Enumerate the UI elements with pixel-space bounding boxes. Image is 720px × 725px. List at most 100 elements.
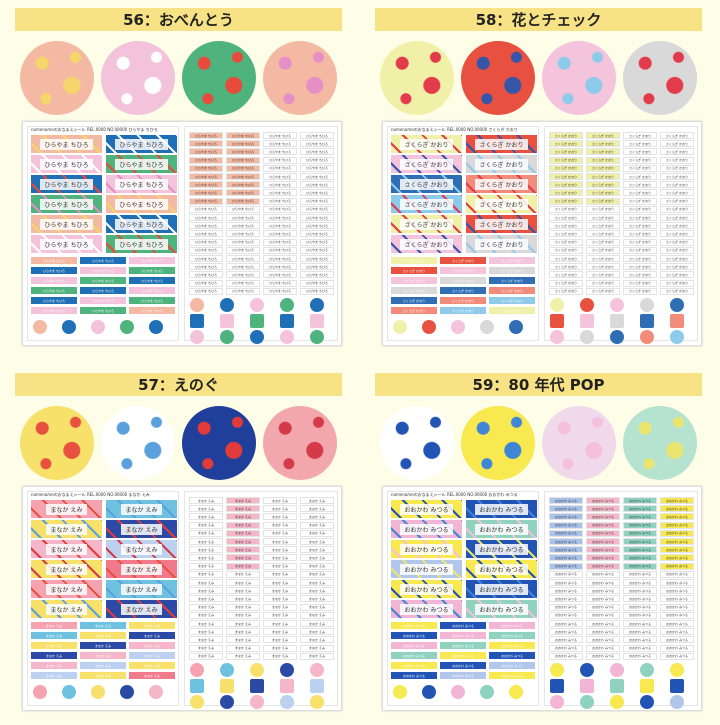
label-name: まなか えみ — [45, 523, 88, 535]
name-label-small: ひらやま ちひろ — [226, 255, 260, 262]
name-label-round — [393, 320, 407, 334]
sheet-header: namenameのおなまえシール REL.0000 NO.00000 おおかわ … — [391, 492, 518, 497]
name-label-small: おおかわ みつる — [549, 538, 583, 545]
name-label-round — [280, 314, 294, 328]
sheet-right: ひらやま ちひろ ひらやま ちひろ ひらやま ちひろ ひらやま ちひろ ひらやま ちひろ… — [184, 126, 338, 344]
name-label-small: おおかわ みつる — [660, 628, 694, 636]
name-label-small: ひらやま ちひろ — [189, 246, 223, 254]
name-label-small: おおかわ みつる — [391, 632, 437, 639]
name-label-small: おおかわ みつる — [440, 662, 486, 669]
name-label-small: さくらぎ かおり — [586, 255, 620, 262]
sheet-right: さくらぎ かおり さくらぎ かおり さくらぎ かおり さくらぎ かおり さくらぎ かおり… — [544, 126, 698, 344]
name-label-small: さくらぎ かおり — [549, 148, 583, 156]
name-label-round — [550, 695, 564, 709]
name-label-small: さくらぎ かおり — [586, 222, 620, 230]
name-label-small: おおかわ みつる — [549, 513, 583, 521]
name-label-small: さくらぎ かおり — [549, 263, 583, 271]
label-name: さくらぎ かおり — [474, 218, 529, 230]
name-label-small: さくらぎ かおり — [623, 140, 657, 148]
name-label-round — [580, 314, 594, 328]
name-label-small: ひらやま ちひろ — [189, 164, 223, 172]
name-label-small: ひらやま ちひろ — [300, 181, 334, 189]
label-name: さくらぎ かおり — [399, 178, 454, 190]
name-label-small: おおかわ みつる — [586, 529, 620, 537]
name-label-small: ひらやま ちひろ — [189, 205, 223, 213]
name-label-small: まなか えみ — [189, 595, 223, 603]
name-label-small: ひらやま ちひろ — [300, 156, 334, 164]
name-label-small: さくらぎ かおり — [660, 189, 694, 197]
name-label-small: まなか えみ — [189, 628, 223, 636]
name-label-small: まなか えみ — [226, 587, 260, 595]
sticker-sheet: namenameのおなまえシール REL.0000 NO.00000 おおかわ … — [382, 486, 702, 711]
name-label-round — [580, 663, 594, 677]
name-label-small: さくらぎ かおり — [391, 297, 437, 304]
label-name: おおかわ みつる — [399, 523, 454, 535]
name-label-small: ひらやま ちひろ — [226, 132, 260, 139]
sheet-left: namenameのおなまえシール REL.0000 NO.00000 さくらぎ … — [387, 126, 539, 341]
name-label-small: まなか えみ — [226, 603, 260, 611]
name-label-small: まなか えみ — [263, 538, 297, 545]
label-name: まなか えみ — [45, 543, 88, 555]
name-label-small: さくらぎ かおり — [586, 173, 620, 180]
name-label-small: まなか えみ — [80, 642, 126, 649]
name-label-small: おおかわ みつる — [586, 620, 620, 627]
name-label-small: さくらぎ かおり — [660, 279, 694, 287]
name-label-large: まなか えみ — [31, 580, 102, 598]
name-label-round — [610, 679, 624, 693]
pattern-swatch — [263, 41, 337, 115]
name-label-small: まなか えみ — [226, 538, 260, 545]
name-label-small: まなか えみ — [300, 554, 334, 562]
name-label-large: おおかわ みつる — [391, 600, 462, 618]
name-label-small: さくらぎ かおり — [660, 271, 694, 279]
name-label-small: さくらぎ かおり — [489, 257, 535, 264]
name-label-small: さくらぎ かおり — [440, 267, 486, 274]
name-label-small: ひらやま ちひろ — [300, 279, 334, 287]
name-label-small: ひらやま ちひろ — [263, 148, 297, 156]
name-label-small: まなか えみ — [226, 497, 260, 504]
name-label-round — [640, 298, 654, 312]
name-label-small: おおかわ みつる — [660, 636, 694, 644]
name-label-small: まなか えみ — [80, 652, 126, 659]
name-label-round — [120, 320, 134, 334]
label-name: ひらやま ちひろ — [114, 158, 169, 170]
name-label-small: おおかわ みつる — [586, 628, 620, 636]
name-label-small: ひらやま ちひろ — [300, 148, 334, 156]
name-label-small: ひらやま ちひろ — [226, 271, 260, 279]
name-label-small: まなか えみ — [300, 579, 334, 586]
name-label-small: まなか えみ — [263, 521, 297, 529]
sheet-right: おおかわ みつる おおかわ みつる おおかわ みつる おおかわ みつる おおかわ みつる… — [544, 491, 698, 709]
name-label-round — [451, 320, 465, 334]
name-label-round — [310, 314, 324, 328]
name-label-small: まなか えみ — [31, 662, 77, 669]
name-label-small: おおかわ みつる — [586, 554, 620, 562]
name-label-small: おおかわ みつる — [489, 662, 535, 669]
pattern-swatch — [623, 406, 697, 480]
name-label-small: おおかわ みつる — [623, 538, 657, 545]
name-label-round — [550, 298, 564, 312]
name-label-small: おおかわ みつる — [623, 644, 657, 652]
name-label-small: ひらやま ちひろ — [263, 156, 297, 164]
name-label-round — [670, 695, 684, 709]
name-label-small: ひらやま ちひろ — [300, 255, 334, 262]
name-label-small: ひらやま ちひろ — [226, 263, 260, 271]
name-label-round — [610, 298, 624, 312]
name-label-small: さくらぎ かおり — [549, 222, 583, 230]
name-label-round — [580, 298, 594, 312]
name-label-small: まなか えみ — [31, 632, 77, 639]
name-label-small: ひらやま ちひろ — [226, 238, 260, 246]
name-label-round — [280, 695, 294, 709]
name-label-small: おおかわ みつる — [623, 529, 657, 537]
name-label-small: まなか えみ — [129, 662, 175, 669]
name-label-small: まなか えみ — [300, 562, 334, 570]
name-label-small: ひらやま ちひろ — [129, 257, 175, 264]
name-label-small: さくらぎ かおり — [623, 246, 657, 254]
name-label-small: さくらぎ かおり — [623, 214, 657, 221]
name-label-small: さくらぎ かおり — [549, 246, 583, 254]
name-label-large: ひらやま ちひろ — [106, 195, 177, 213]
name-label-round — [610, 663, 624, 677]
name-label-small: おおかわ みつる — [586, 546, 620, 554]
name-label-small: まなか えみ — [300, 603, 334, 611]
name-label-small: さくらぎ かおり — [391, 307, 437, 314]
name-label-small: ひらやま ちひろ — [226, 222, 260, 230]
product-title: 59：80 年代 POP — [375, 373, 702, 396]
